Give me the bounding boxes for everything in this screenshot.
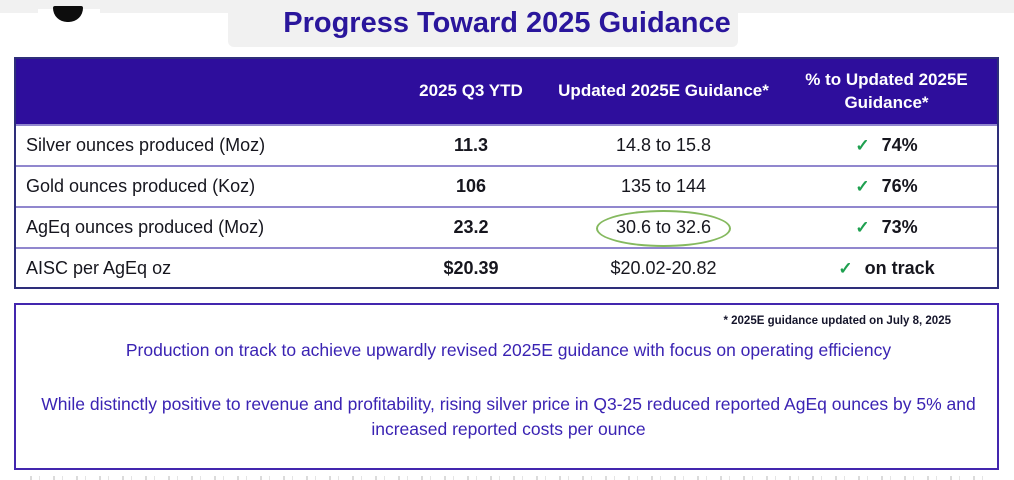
cell-metric: AISC per AgEq oz <box>26 258 172 278</box>
cell-guidance: $20.02-20.82 <box>551 258 776 279</box>
page-title: Progress Toward 2025 Guidance <box>283 7 731 39</box>
cell-ytd: 106 <box>455 176 487 196</box>
cell-metric: AgEq ounces produced (Moz) <box>26 217 265 237</box>
table-row-gold: Gold ounces produced (Koz) 106 135 to 14… <box>16 165 997 206</box>
cell-guidance: 135 to 144 <box>551 176 776 197</box>
check-icon: ✓ <box>838 258 853 278</box>
guidance-table: 2025 Q3 YTD Updated 2025E Guidance* % to… <box>14 57 999 289</box>
pct-value: 74% <box>881 135 918 155</box>
check-icon: ✓ <box>855 176 870 196</box>
cell-metric: Gold ounces produced (Koz) <box>26 176 256 196</box>
cell-pct: ✓ 73% <box>776 217 997 238</box>
pct-value: 76% <box>881 176 918 196</box>
cell-metric: Silver ounces produced (Moz) <box>26 135 266 155</box>
summary-paragraph-2: While distinctly positive to revenue and… <box>41 394 976 440</box>
cell-guidance: 30.6 to 32.6 <box>551 210 776 247</box>
table-row-silver: Silver ounces produced (Moz) 11.3 14.8 t… <box>16 124 997 165</box>
summary-paragraph-1: Production on track to achieve upwardly … <box>125 340 892 360</box>
cutoff-text-remnant <box>30 476 984 480</box>
guidance-value-circled: 30.6 to 32.6 <box>595 210 732 247</box>
table-row-ageq: AgEq ounces produced (Moz) 23.2 30.6 to … <box>16 206 997 247</box>
table-row-aisc: AISC per AgEq oz $20.39 $20.02-20.82 ✓ on… <box>16 247 997 288</box>
cell-pct: ✓ 76% <box>776 176 997 197</box>
guidance-value: 135 to 144 <box>620 176 707 196</box>
guidance-value: $20.02-20.82 <box>610 258 717 278</box>
header-guidance: Updated 2025E Guidance* <box>558 81 769 101</box>
guidance-value: 14.8 to 15.8 <box>615 135 712 155</box>
title-highlight-band <box>228 5 738 47</box>
cell-ytd: 23.2 <box>453 217 489 237</box>
cell-pct: ✓ on track <box>776 258 997 279</box>
summary-box: * 2025E guidance updated on July 8, 2025… <box>14 303 999 470</box>
pct-value: on track <box>864 258 935 278</box>
check-icon: ✓ <box>855 217 870 237</box>
table-header-row: 2025 Q3 YTD Updated 2025E Guidance* % to… <box>16 59 997 124</box>
pct-value: 73% <box>881 217 918 237</box>
header-ytd: 2025 Q3 YTD <box>419 81 523 101</box>
check-icon: ✓ <box>855 135 870 155</box>
cell-pct: ✓ 74% <box>776 135 997 156</box>
cell-ytd: 11.3 <box>453 135 489 155</box>
guidance-footnote: * 2025E guidance updated on July 8, 2025 <box>723 315 951 327</box>
logo-mark-icon <box>53 6 83 22</box>
header-pct: % to Updated 2025E Guidance* <box>805 69 968 112</box>
cell-guidance: 14.8 to 15.8 <box>551 135 776 156</box>
header-metric <box>16 59 391 124</box>
cell-ytd: $20.39 <box>443 258 499 278</box>
